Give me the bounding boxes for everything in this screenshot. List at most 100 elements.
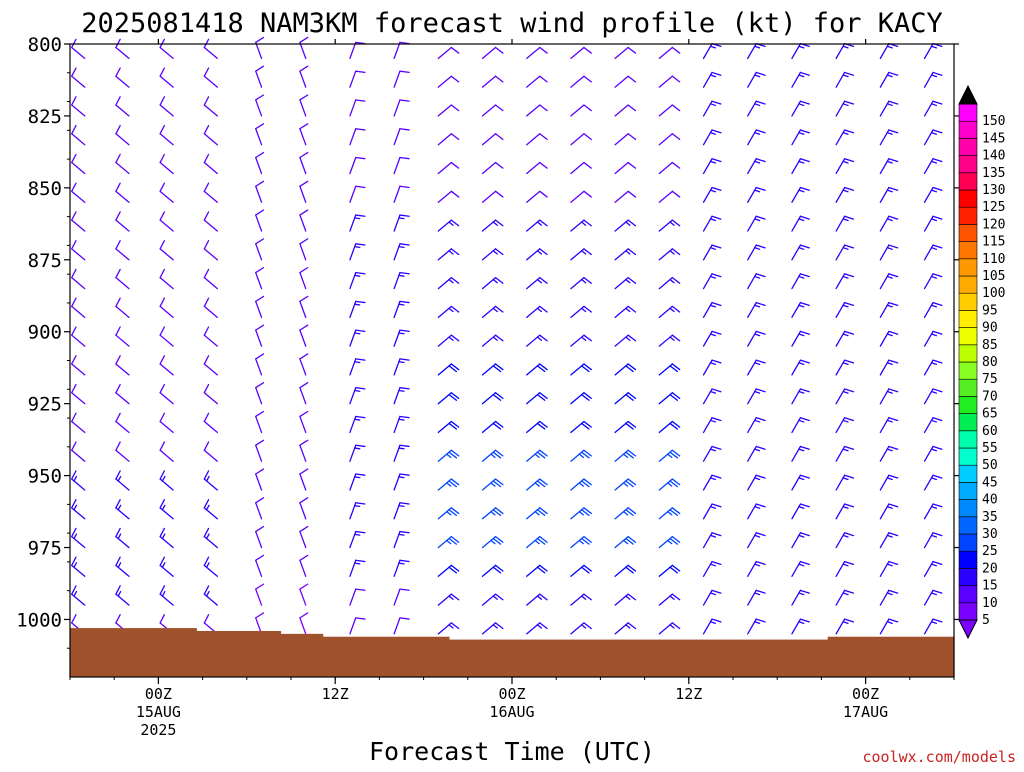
barb-feather (799, 158, 810, 163)
barb-staff (255, 559, 263, 577)
barb-feather (450, 535, 460, 543)
wind-barb (658, 133, 681, 146)
barb-feather (399, 415, 410, 419)
barb-feather (711, 129, 722, 134)
barb-half-feather (930, 218, 938, 222)
barb-feather (71, 67, 77, 77)
barb-half-feather (930, 189, 938, 193)
wind-barb (570, 564, 592, 577)
wind-barb (115, 297, 130, 318)
barb-feather (755, 503, 766, 508)
wind-barb (658, 363, 681, 376)
wind-barb (349, 588, 366, 606)
wind-barb (349, 128, 366, 146)
wind-barb (923, 618, 943, 635)
barb-feather (115, 556, 121, 567)
barb-feather (399, 99, 410, 102)
wind-barb (791, 100, 810, 117)
barb-feather (159, 124, 166, 135)
barb-feather (888, 417, 899, 422)
barb-feather (625, 566, 634, 574)
wind-barb (526, 161, 548, 175)
wind-barb (747, 330, 766, 347)
wind-barb (393, 128, 410, 146)
wind-barb (791, 474, 810, 491)
barb-feather (159, 585, 166, 595)
wind-barb (255, 151, 265, 175)
barb-half-feather (709, 505, 717, 509)
barb-feather (299, 439, 309, 446)
barb-feather (755, 474, 766, 479)
wind-barb (159, 153, 174, 175)
barb-feather (299, 266, 309, 274)
barb-half-feather (667, 511, 673, 516)
wind-barb (437, 564, 460, 577)
barb-half-feather (490, 539, 496, 545)
barb-half-feather (354, 504, 361, 508)
barb-feather (115, 585, 121, 595)
barb-half-feather (625, 595, 631, 600)
barb-feather (159, 498, 166, 509)
barb-half-feather (581, 595, 587, 600)
barb-feather (583, 46, 592, 54)
barb-staff (115, 334, 130, 347)
barb-staff (71, 248, 86, 261)
barb-feather (627, 248, 637, 256)
surface-segment (701, 639, 745, 677)
y-axis: 800 825 850 875 900 925 950 975 1000 (16, 34, 959, 649)
barb-feather (450, 420, 460, 428)
barb-feather (159, 67, 166, 77)
barb-feather (583, 334, 592, 342)
barb-feather (255, 151, 265, 159)
barb-staff (299, 271, 307, 290)
barb-feather (711, 330, 722, 335)
wind-barb (702, 273, 722, 290)
barb-feather (399, 588, 410, 591)
wind-barb (747, 158, 766, 175)
colorbar-label: 20 (982, 561, 998, 576)
wind-barb (526, 248, 548, 261)
barb-feather (627, 305, 637, 313)
barb-half-feather (754, 74, 761, 78)
barb-feather (203, 297, 210, 308)
wind-barb (702, 532, 722, 549)
barb-feather (539, 104, 548, 112)
barb-feather (255, 612, 265, 619)
wind-barb (71, 470, 86, 491)
barb-feather (255, 180, 265, 187)
barb-feather (492, 422, 502, 430)
wind-barb (614, 104, 637, 117)
barb-half-feather (709, 477, 717, 481)
barb-feather (888, 186, 899, 191)
barb-feather (627, 420, 637, 428)
barb-half-feather (354, 418, 361, 421)
barb-half-feather (490, 482, 496, 487)
barb-half-feather (709, 362, 717, 366)
wind-barb (835, 445, 855, 462)
barb-staff (570, 104, 585, 117)
barb-feather (299, 410, 309, 418)
barb-feather (843, 417, 855, 422)
barb-staff (481, 75, 497, 88)
barb-feather (671, 363, 681, 371)
barb-feather (71, 297, 77, 308)
wind-barb (203, 153, 218, 175)
barb-feather (494, 133, 504, 141)
barb-half-feather (842, 189, 849, 193)
x-tick-label: 00Z (852, 685, 879, 703)
barb-feather (888, 560, 899, 565)
barb-feather (71, 268, 77, 279)
barb-half-feather (667, 539, 673, 545)
barb-half-feather (930, 592, 938, 596)
barb-feather (932, 71, 943, 76)
wind-barb (255, 94, 265, 117)
wind-barb (570, 420, 592, 434)
barb-feather (671, 276, 681, 284)
wind-barb (570, 363, 592, 376)
barb-staff (437, 161, 453, 175)
wind-barb (481, 593, 504, 606)
wind-barb (481, 420, 504, 434)
barb-feather (255, 36, 265, 44)
barb-feather (843, 129, 855, 134)
